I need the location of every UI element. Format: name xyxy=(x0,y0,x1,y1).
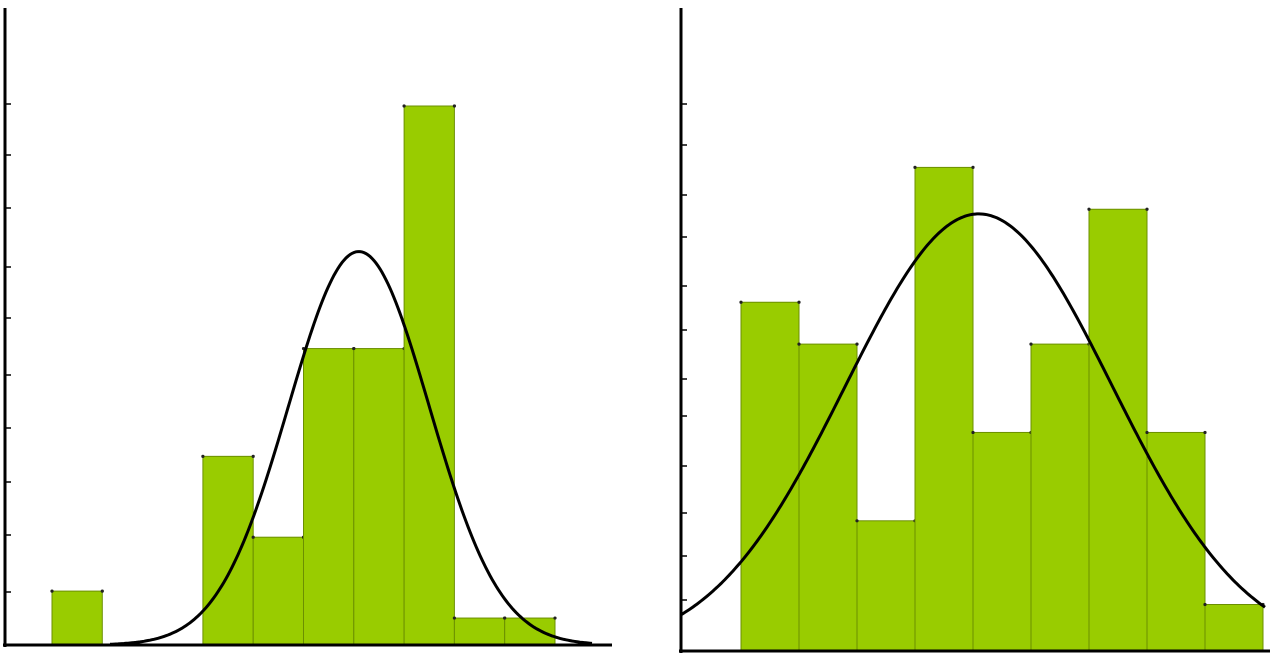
left-bar-corner xyxy=(503,616,507,620)
right-bar-corner xyxy=(1029,342,1033,346)
right-bar-8 xyxy=(1146,431,1206,652)
left-bar-6 xyxy=(303,348,355,646)
left-bar-1 xyxy=(51,590,103,646)
right-bar-corner xyxy=(797,342,801,346)
right-bar-corner xyxy=(1145,207,1149,211)
left-bar-corner xyxy=(201,454,205,458)
right-bar-corner xyxy=(971,430,975,435)
left-bar-corner xyxy=(251,535,255,539)
right-bar-2 xyxy=(798,343,858,652)
left-bar-corner xyxy=(452,616,456,620)
left-bar-corner xyxy=(553,616,557,620)
right-bar-corner xyxy=(1203,430,1207,435)
right-bar-6 xyxy=(1030,343,1090,652)
right-bar-corner xyxy=(855,519,859,523)
left-bar-7 xyxy=(353,348,405,646)
left-bar-4 xyxy=(202,455,254,646)
right-bar-4 xyxy=(914,166,974,652)
left-bar-corner xyxy=(100,589,104,593)
left-bar-corner xyxy=(452,104,456,108)
left-bar-9 xyxy=(453,617,506,646)
left-bar-corner xyxy=(50,589,54,593)
left-bar-5 xyxy=(252,536,304,646)
left-bar-corner xyxy=(352,346,356,351)
right-bar-corner xyxy=(913,165,917,169)
right-bar-corner xyxy=(1145,430,1149,435)
right-histogram xyxy=(679,8,1270,653)
left-bar-corner xyxy=(402,104,406,108)
left-density-curve xyxy=(110,250,593,646)
left-bar-10 xyxy=(504,617,556,646)
left-bar-8 xyxy=(403,105,455,646)
right-bar-corner xyxy=(1203,602,1207,607)
right-bar-corner xyxy=(971,165,975,169)
right-bar-7 xyxy=(1088,208,1148,652)
right-bar-1 xyxy=(740,301,800,652)
right-bar-corner xyxy=(797,300,801,304)
right-bar-corner xyxy=(739,300,743,304)
left-bar-corner xyxy=(251,454,255,458)
right-bar-corner xyxy=(855,342,859,346)
right-bar-corner xyxy=(1087,207,1091,211)
right-bar-3 xyxy=(856,520,916,652)
right-bar-9 xyxy=(1204,604,1264,652)
right-density-curve xyxy=(680,212,1266,617)
right-bar-5 xyxy=(972,431,1032,652)
left-histogram xyxy=(3,8,612,647)
